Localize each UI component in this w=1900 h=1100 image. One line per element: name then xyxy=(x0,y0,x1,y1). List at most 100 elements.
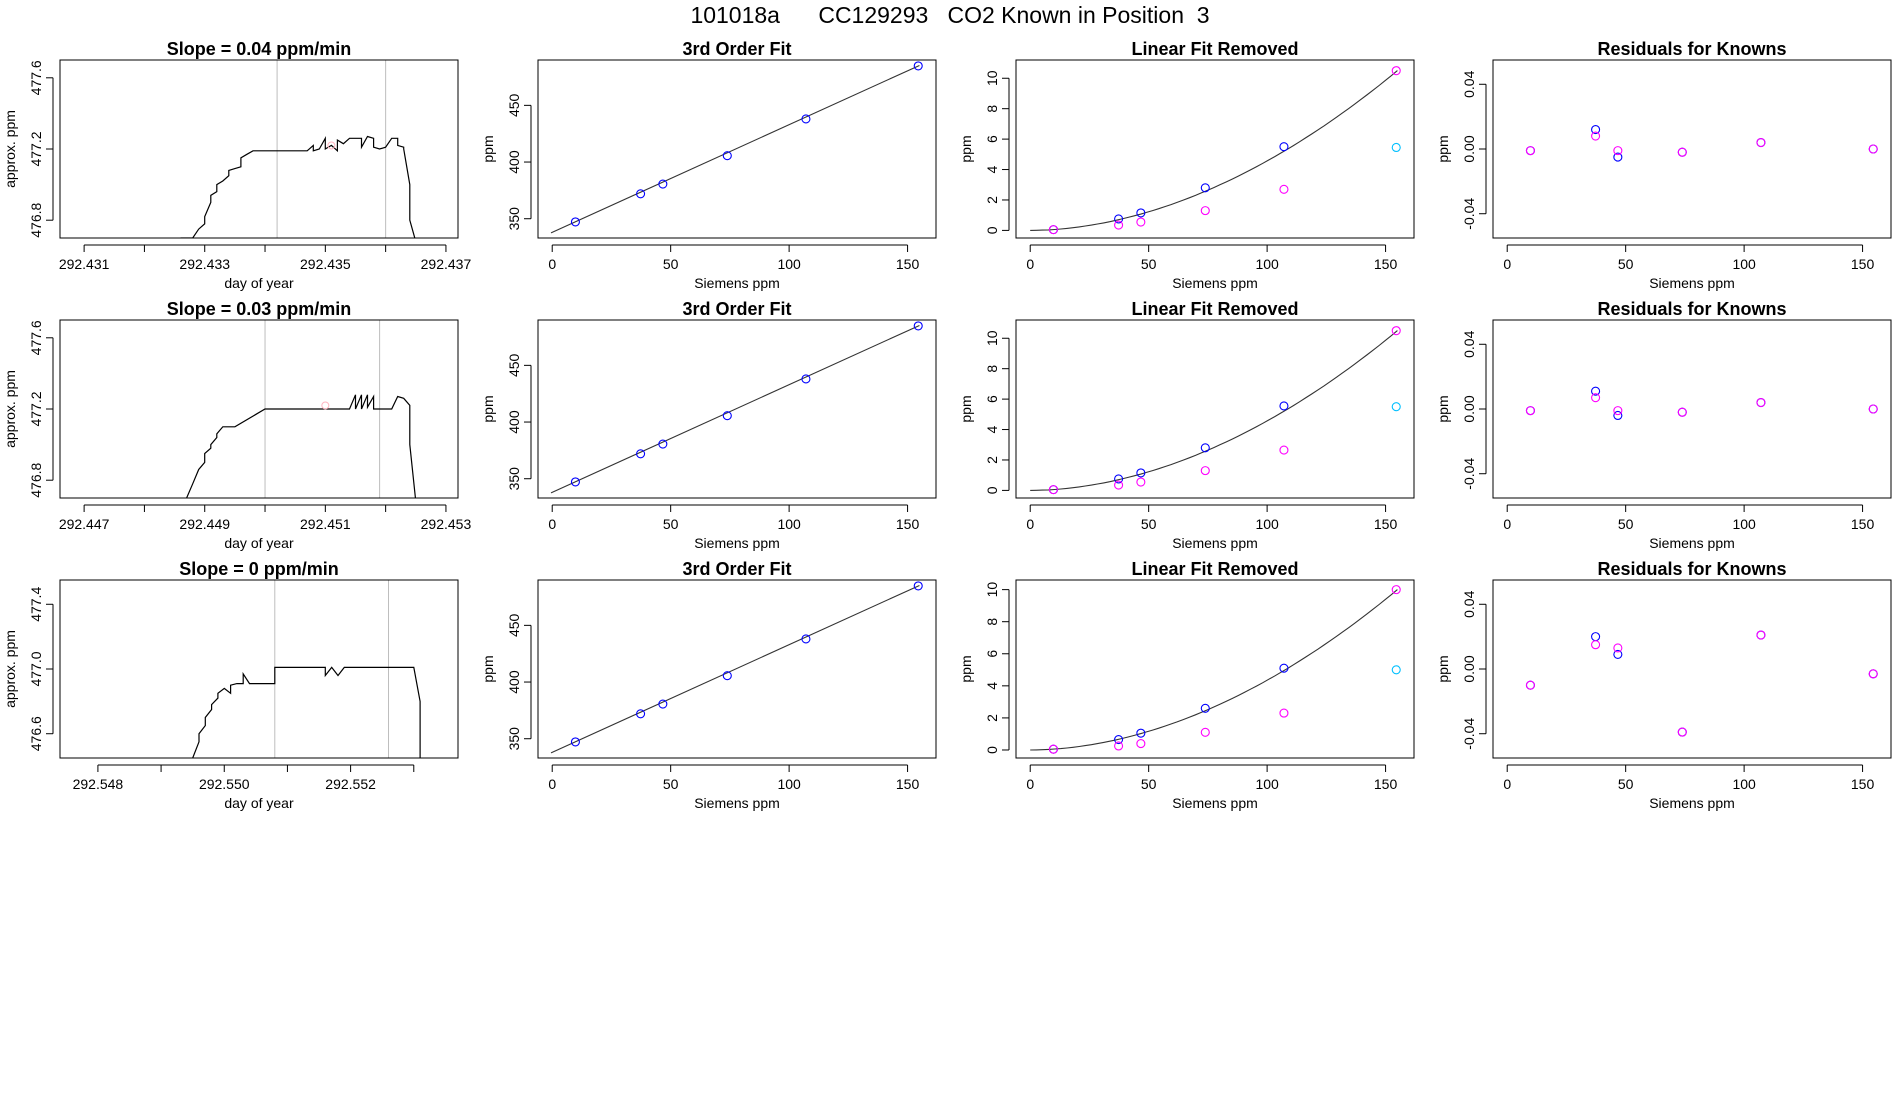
plot-area xyxy=(550,581,923,754)
point-reference xyxy=(1391,665,1401,675)
panel-r0-c3: Residuals for Knowns 0 50 100 150 Siemens ppm… xyxy=(1435,39,1892,291)
x-tick-label: 292.449 xyxy=(179,516,230,532)
x-tick-label: 0 xyxy=(1503,776,1511,792)
panel-title: Linear Fit Removed xyxy=(1131,299,1298,319)
y-tick-label: 10 xyxy=(984,330,1000,346)
x-tick-label: 292.433 xyxy=(179,256,230,272)
point-fit xyxy=(658,179,668,189)
plot-box xyxy=(1492,59,1892,239)
y-axis-label: ppm xyxy=(480,655,496,682)
plot-box xyxy=(537,59,937,239)
point-known xyxy=(1114,474,1124,484)
point-known xyxy=(1200,703,1210,713)
x-tick-label: 0 xyxy=(548,516,556,532)
y-tick-label: 477.2 xyxy=(28,131,44,166)
point-known xyxy=(1279,142,1289,152)
x-axis-label: day of year xyxy=(224,275,294,291)
point-residual xyxy=(1136,477,1146,487)
y-tick-label: 350 xyxy=(506,467,522,491)
y-tick-label: -0.04 xyxy=(1461,718,1477,750)
x-tick-label: 150 xyxy=(1851,516,1875,532)
x-tick-label: 150 xyxy=(1374,256,1398,272)
panel-title: Slope = 0.03 ppm/min xyxy=(167,299,352,319)
point-fit xyxy=(1591,632,1601,642)
point-residual xyxy=(1677,407,1687,417)
point-residual xyxy=(1279,184,1289,194)
point-residual xyxy=(1136,217,1146,227)
y-tick-label: 0 xyxy=(984,226,1000,234)
y-tick-label: 4 xyxy=(984,165,1000,173)
y-tick-label: 476.8 xyxy=(28,202,44,237)
x-tick-label: 100 xyxy=(1255,256,1279,272)
panel-r2-c0: Slope = 0 ppm/min 292.548 292.550 292.552 da… xyxy=(2,559,459,811)
panel-title: Residuals for Knowns xyxy=(1597,559,1786,579)
run-id: 101018a xyxy=(690,2,780,28)
x-tick-label: 150 xyxy=(1851,776,1875,792)
y-tick-label: 400 xyxy=(506,670,522,694)
y-tick-label: 477.6 xyxy=(28,60,44,95)
point-fit xyxy=(570,737,580,747)
point-residual xyxy=(1048,225,1058,235)
y-tick-label: 2 xyxy=(984,456,1000,464)
x-tick-label: 0 xyxy=(1503,256,1511,272)
point-fit xyxy=(801,374,811,384)
x-tick-label: 292.435 xyxy=(300,256,351,272)
trace-line xyxy=(186,394,417,498)
y-axis-label: approx. ppm xyxy=(2,370,18,448)
y-tick-label: 476.8 xyxy=(28,462,44,497)
y-axis-label: ppm xyxy=(1435,655,1451,682)
panel-title: 3rd Order Fit xyxy=(682,39,791,59)
point-residual xyxy=(1114,480,1124,490)
panel-r1-c3: Residuals for Knowns 0 50 100 150 Siemens ppm… xyxy=(1435,299,1892,551)
x-axis-label: Siemens ppm xyxy=(694,535,780,551)
point-residual xyxy=(1200,466,1210,476)
panel-r1-c1: 3rd Order Fit 0 50 100 150 Siemens ppm 350 400 4… xyxy=(480,299,937,551)
point-fit xyxy=(570,477,580,487)
point-fit xyxy=(1613,410,1623,421)
plot-area xyxy=(1030,66,1401,235)
panel-title: Slope = 0.04 ppm/min xyxy=(167,39,352,59)
x-tick-label: 292.431 xyxy=(59,256,110,272)
x-tick-label: 50 xyxy=(1141,516,1157,532)
x-tick-label: 292.548 xyxy=(73,776,124,792)
point-fit xyxy=(801,634,811,644)
x-axis-label: Siemens ppm xyxy=(1172,795,1258,811)
x-tick-label: 50 xyxy=(1618,516,1634,532)
x-tick-label: 50 xyxy=(1141,776,1157,792)
fit-curve xyxy=(1030,589,1398,751)
point-residual xyxy=(1200,727,1210,737)
plot-box xyxy=(537,319,937,499)
extra-point xyxy=(327,141,336,150)
y-tick-label: 477.0 xyxy=(28,651,44,686)
point-residual xyxy=(1868,404,1878,414)
point-fit xyxy=(1591,386,1601,396)
plot-area xyxy=(1525,125,1878,162)
y-tick-label: 0.04 xyxy=(1461,330,1477,357)
fit-curve xyxy=(1030,70,1398,231)
y-tick-label: -0.04 xyxy=(1461,198,1477,230)
point-fit xyxy=(658,699,668,709)
plot-box xyxy=(1015,319,1415,499)
point-residual xyxy=(1391,585,1401,595)
x-tick-label: 0 xyxy=(1026,776,1034,792)
panel-title: Linear Fit Removed xyxy=(1131,559,1298,579)
point-residual xyxy=(1756,137,1766,148)
point-reference xyxy=(1391,402,1401,412)
x-tick-label: 150 xyxy=(896,256,920,272)
plot-area xyxy=(550,321,923,494)
x-axis-label: Siemens ppm xyxy=(1649,535,1735,551)
y-tick-label: 6 xyxy=(984,135,1000,143)
y-tick-label: 0.00 xyxy=(1461,395,1477,422)
y-tick-label: 0 xyxy=(984,486,1000,494)
point-fit xyxy=(801,114,811,124)
point-residual xyxy=(1048,485,1058,495)
x-tick-label: 100 xyxy=(1732,516,1756,532)
panel-title: Residuals for Knowns xyxy=(1597,299,1786,319)
point-fit xyxy=(1613,152,1623,162)
x-tick-label: 50 xyxy=(663,256,679,272)
point-residual xyxy=(1525,406,1535,416)
tank-id: CC129293 xyxy=(818,2,929,28)
panel-title: Slope = 0 ppm/min xyxy=(179,559,339,579)
plot-box xyxy=(1492,319,1892,499)
x-tick-label: 150 xyxy=(1374,516,1398,532)
